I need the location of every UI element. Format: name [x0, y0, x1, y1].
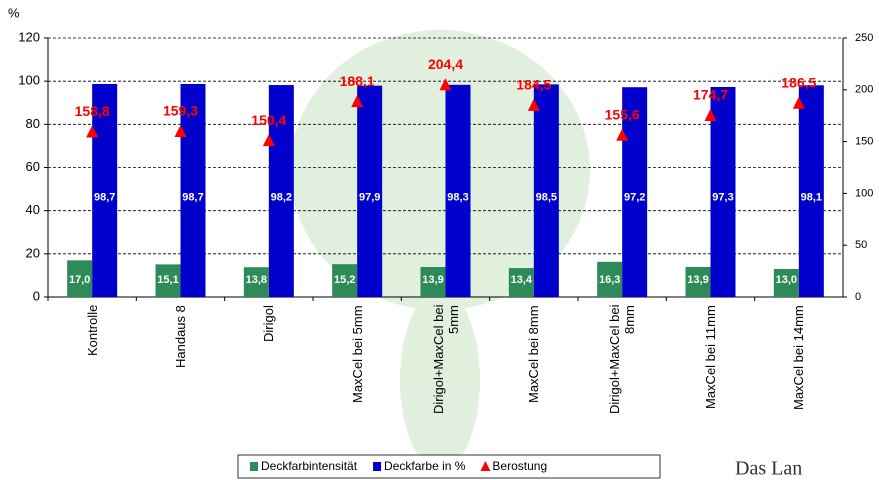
bar: [268, 85, 294, 297]
legend-label: Deckfarbe in %: [384, 459, 466, 473]
value-label: 98,5: [536, 192, 557, 204]
value-label: 98,7: [182, 192, 203, 204]
bar: [67, 260, 93, 297]
x-tick-label: MaxCel bei 5mm: [349, 305, 365, 403]
value-label: 204,4: [428, 56, 463, 72]
bar: [92, 83, 118, 297]
x-tick-label: MaxCel bei 8mm: [526, 305, 542, 403]
value-label: 17,0: [69, 274, 90, 286]
value-label: 98,3: [447, 192, 468, 204]
value-label: 16,3: [599, 274, 620, 286]
y2-tick-label: 0: [855, 291, 861, 303]
marker: [174, 124, 187, 137]
value-label: 97,2: [624, 192, 645, 204]
y2-tick-label: 50: [855, 239, 867, 251]
value-label: 184,5: [516, 77, 551, 93]
value-label: 13,0: [776, 274, 797, 286]
marker: [439, 78, 452, 91]
marker: [527, 98, 540, 111]
bar: [332, 264, 358, 297]
y-tick-label: 80: [26, 116, 40, 131]
x-tick-label: Kontrolle: [84, 305, 100, 357]
legend-label: Berostung: [492, 459, 547, 473]
legend-marker: [373, 462, 382, 471]
legend-marker: [250, 462, 258, 471]
y-tick-label: 0: [33, 288, 40, 303]
bar: [798, 85, 824, 297]
marker: [792, 96, 805, 109]
value-label: 13,4: [511, 274, 533, 286]
x-tick-label: Dirigol+MaxCel bei 5mm: [430, 305, 461, 415]
value-label: 15,2: [334, 274, 355, 286]
x-tick-label: Dirigol: [261, 305, 277, 342]
bar: [445, 84, 471, 297]
x-tick-label: MaxCel bei 14mm: [791, 305, 807, 410]
marker: [351, 95, 364, 108]
value-label: 13,9: [422, 274, 443, 286]
y-tick-label: 20: [26, 245, 40, 260]
legend-marker: [480, 461, 491, 471]
marker: [616, 128, 629, 141]
bar: [597, 261, 623, 297]
legend-box: [237, 454, 661, 479]
y2-tick-label: 250: [855, 32, 873, 44]
bar: [180, 83, 206, 297]
value-label: 155,6: [605, 107, 640, 123]
legend-label: Deckfarbintensität: [261, 459, 358, 473]
value-label: 159,3: [163, 103, 198, 119]
value-label: 150,4: [251, 112, 286, 128]
value-label: 188,1: [340, 73, 375, 89]
y-tick-label: 60: [26, 159, 40, 174]
value-label: 186,5: [781, 74, 816, 90]
y2-tick-label: 100: [855, 187, 873, 199]
bar: [710, 86, 736, 297]
y2-tick-label: 200: [855, 84, 873, 96]
bar: [243, 267, 269, 297]
value-label: 174,7: [693, 87, 728, 103]
value-label: 97,3: [712, 192, 733, 204]
bar: [155, 264, 181, 297]
marker: [262, 134, 275, 147]
bar: [420, 266, 446, 297]
logo-text: Das Lan: [735, 458, 802, 480]
y2-tick-label: 150: [855, 136, 873, 148]
x-tick-label: Dirigol+MaxCel bei 8mm: [607, 305, 638, 415]
value-label: 98,2: [271, 192, 292, 204]
value-label: 98,7: [94, 192, 115, 204]
value-label: 97,9: [359, 192, 380, 204]
bar: [773, 268, 799, 297]
bar: [508, 268, 534, 297]
bar: [533, 84, 559, 297]
value-label: 15,1: [157, 274, 178, 286]
marker: [86, 125, 99, 138]
marker: [704, 109, 717, 122]
value-label: 158,8: [75, 103, 110, 119]
y-tick-label: 120: [18, 29, 40, 44]
x-tick-label: Handaus 8: [173, 305, 188, 368]
bar: [622, 87, 648, 298]
value-label: 98,1: [801, 192, 822, 204]
bar: [685, 266, 711, 297]
y-tick-label: 40: [26, 202, 40, 217]
value-label: 13,9: [687, 274, 708, 286]
value-label: 13,8: [246, 274, 267, 286]
x-tick-label: MaxCel bei 11mm: [703, 305, 718, 409]
y-tick-label: 100: [18, 73, 40, 88]
bar: [357, 85, 383, 298]
y-unit: %: [8, 5, 20, 20]
